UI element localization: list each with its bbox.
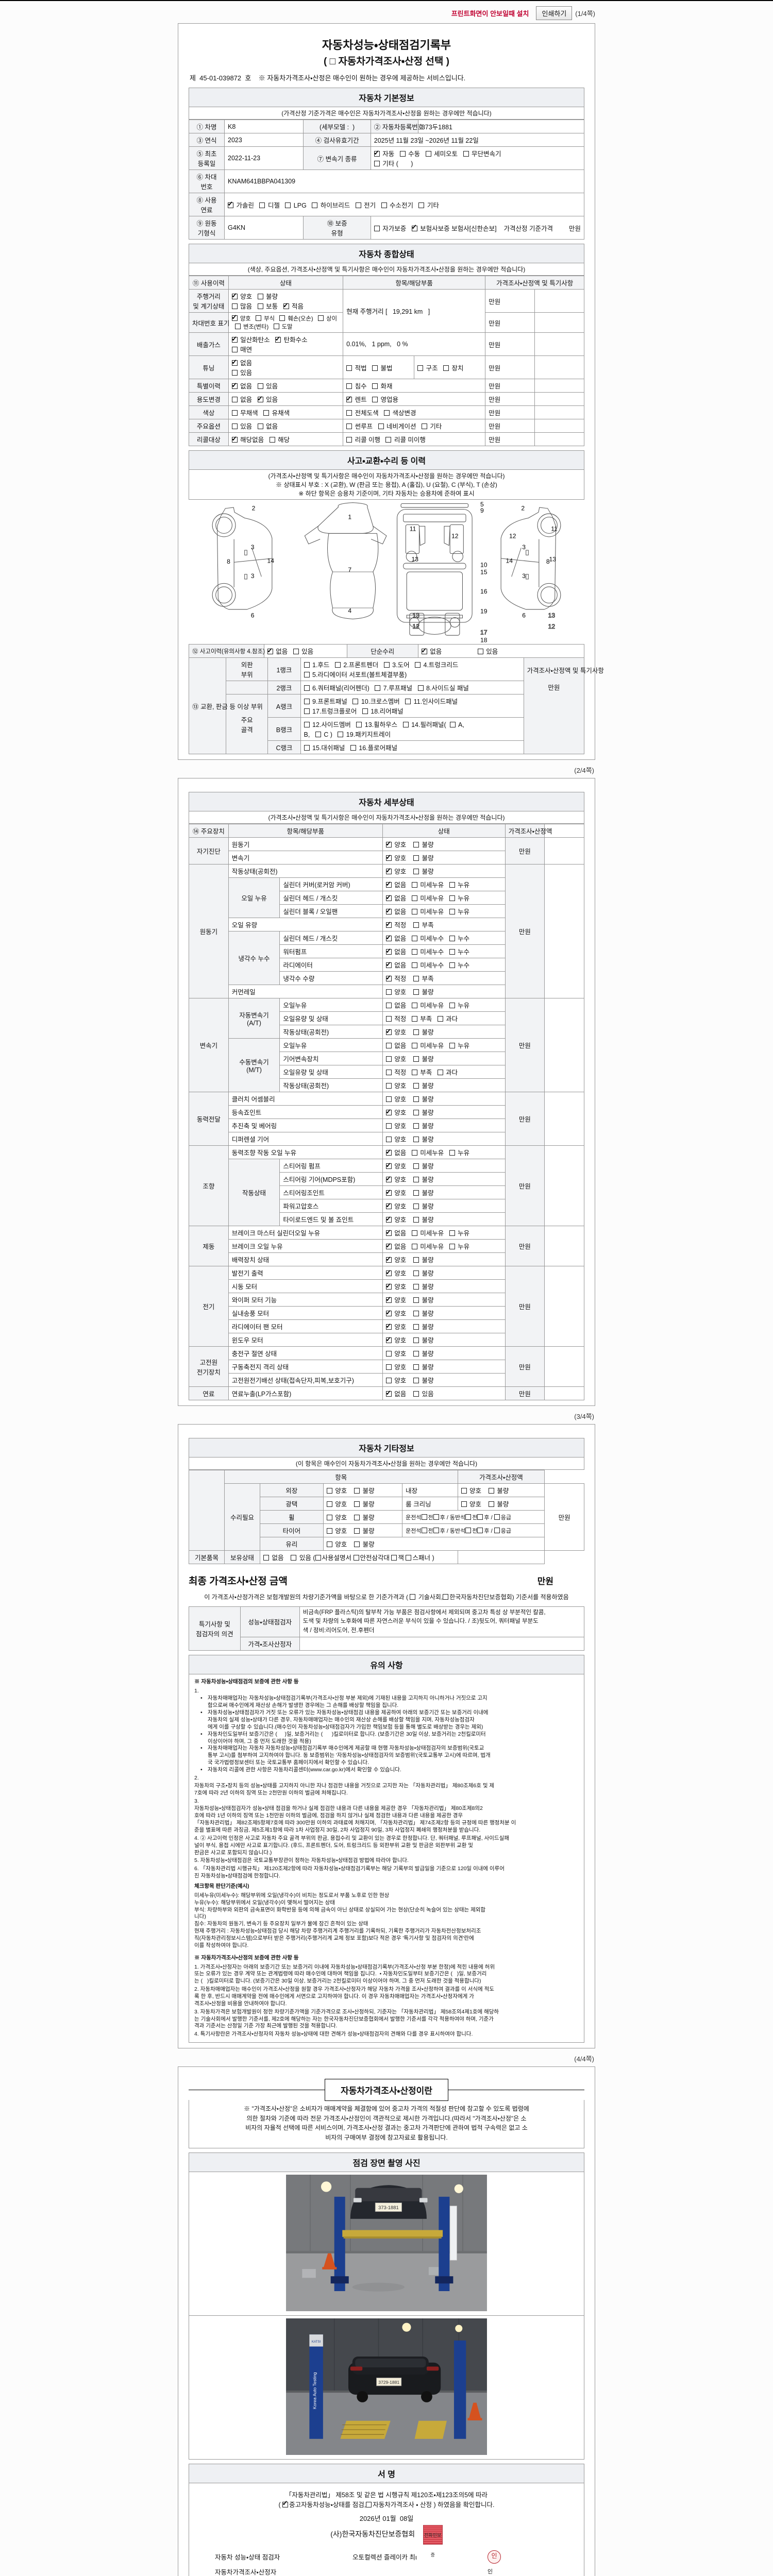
svg-text:3: 3: [522, 572, 526, 580]
svg-text:3: 3: [251, 544, 255, 551]
svg-text:12: 12: [509, 533, 516, 540]
svg-text:Korea Auto Testing: Korea Auto Testing: [312, 2372, 317, 2409]
svg-text:3729-1881: 3729-1881: [378, 2380, 399, 2385]
svg-text:2: 2: [252, 505, 256, 512]
svg-text:373-1881: 373-1881: [378, 2205, 399, 2210]
svg-text:13: 13: [412, 612, 419, 619]
svg-text:12: 12: [548, 623, 556, 630]
svg-text:13: 13: [412, 555, 419, 563]
svg-text:10: 10: [480, 562, 488, 569]
svg-text:2: 2: [521, 505, 525, 512]
svg-text:16: 16: [480, 588, 488, 595]
svg-text:12: 12: [451, 533, 459, 540]
svg-text:12: 12: [412, 623, 419, 630]
svg-text:8: 8: [546, 558, 550, 565]
svg-text:13: 13: [548, 612, 556, 619]
svg-text:19: 19: [480, 607, 488, 615]
svg-text:8: 8: [227, 558, 230, 565]
svg-text:13: 13: [549, 555, 556, 563]
svg-text:3: 3: [251, 572, 255, 580]
svg-text:KATSI: KATSI: [312, 2340, 321, 2343]
svg-text:3: 3: [522, 544, 526, 551]
svg-text:1: 1: [348, 513, 351, 520]
svg-text:14: 14: [506, 557, 513, 564]
svg-text:17: 17: [480, 629, 488, 636]
svg-text:15: 15: [480, 569, 488, 576]
svg-text:11: 11: [410, 526, 416, 533]
svg-text:11: 11: [551, 526, 558, 533]
svg-text:7: 7: [348, 566, 351, 573]
svg-text:6: 6: [251, 612, 255, 619]
svg-text:4: 4: [348, 607, 351, 614]
svg-text:6: 6: [522, 612, 526, 619]
svg-text:9: 9: [480, 507, 484, 514]
svg-text:18: 18: [480, 636, 488, 643]
svg-text:14: 14: [267, 557, 275, 564]
